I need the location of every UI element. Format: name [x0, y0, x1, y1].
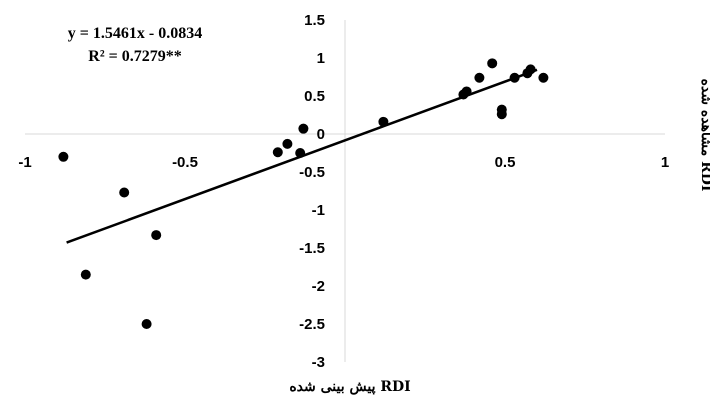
y-tick-label: -2 — [312, 278, 325, 295]
data-point — [58, 151, 69, 162]
y-tick-label: 1 — [317, 50, 325, 67]
y-tick-label: -0.5 — [299, 164, 325, 181]
trendline-equation: y = 1.5461x - 0.0834 — [68, 25, 202, 42]
data-point — [474, 72, 485, 83]
data-points — [58, 58, 549, 329]
data-point — [282, 138, 293, 149]
y-tick-label: -1.5 — [299, 240, 325, 257]
y-tick-label: 0 — [317, 126, 325, 143]
y-axis-title: RDI مشاهده شده — [698, 79, 710, 192]
y-tick-label: -3 — [312, 354, 325, 371]
data-point — [487, 58, 498, 69]
axes — [25, 20, 665, 362]
data-point — [378, 116, 389, 127]
data-point — [272, 147, 283, 158]
data-point — [141, 319, 152, 329]
x-tick-label: 0.5 — [495, 154, 516, 171]
x-tick-label: -1 — [18, 154, 31, 171]
r-squared-label: R² = 0.7279** — [88, 48, 181, 65]
x-tick-labels: -1 -0.5 0.5 1 — [18, 154, 669, 171]
x-tick-label: 1 — [661, 154, 669, 171]
data-point — [525, 64, 536, 75]
data-point — [496, 109, 507, 120]
data-point — [298, 123, 309, 134]
data-point — [461, 86, 472, 97]
y-tick-label: 0.5 — [304, 88, 325, 105]
y-tick-label: -2.5 — [299, 316, 325, 333]
data-point — [151, 230, 162, 241]
x-tick-label: -0.5 — [172, 154, 198, 171]
data-point — [295, 148, 306, 158]
data-point — [538, 72, 549, 83]
y-tick-label: 1.5 — [304, 12, 325, 29]
data-point — [509, 72, 520, 83]
y-tick-labels: -3 -2.5 -2 -1.5 -1 -0.5 0 0.5 1 1.5 — [299, 12, 325, 371]
x-axis-title: RDI پیش بینی شده — [289, 379, 410, 395]
y-tick-label: -1 — [312, 202, 325, 219]
data-point — [119, 187, 130, 198]
data-point — [80, 269, 91, 280]
